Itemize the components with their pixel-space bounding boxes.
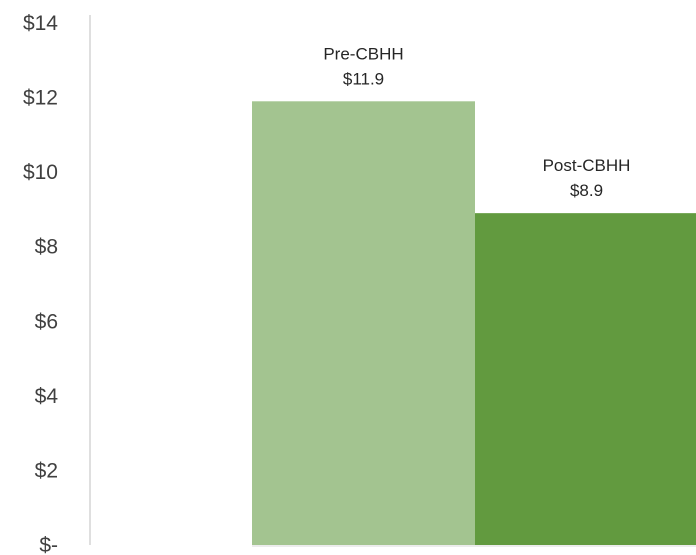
y-tick-label: $12: [23, 87, 58, 110]
data-labels: Pre-CBHH $11.9 Post-CBHH $8.9: [323, 44, 630, 200]
y-tick-label: $10: [23, 161, 58, 184]
bar-pre-cbhh: [252, 101, 475, 546]
y-tick-label: $6: [35, 310, 58, 333]
bar-value-label: $11.9: [343, 69, 384, 88]
y-tick-label: $14: [23, 12, 58, 35]
y-axis: $- $2 $4 $6 $8 $10 $12 $14: [23, 12, 696, 555]
bar-post-cbhh: [475, 213, 696, 545]
bars: [252, 101, 696, 546]
y-tick-label: $4: [35, 385, 59, 408]
y-tick-label: $8: [35, 236, 58, 259]
y-tick-label: $-: [39, 534, 58, 555]
y-tick-label: $2: [35, 459, 58, 482]
bar-value-label: $8.9: [570, 181, 603, 200]
bar-category-label: Post-CBHH: [543, 156, 631, 175]
bar-category-label: Pre-CBHH: [323, 44, 403, 63]
